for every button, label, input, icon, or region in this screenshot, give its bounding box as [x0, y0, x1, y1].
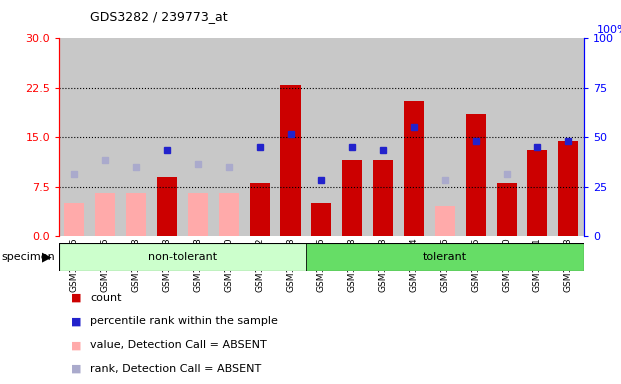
Bar	[527, 151, 548, 236]
Bar	[219, 193, 239, 236]
Bar	[435, 207, 455, 236]
Bar	[188, 193, 208, 236]
Bar	[65, 203, 84, 236]
Bar	[558, 141, 578, 236]
Text: count: count	[90, 293, 122, 303]
FancyBboxPatch shape	[306, 243, 584, 271]
Bar	[95, 193, 116, 236]
Bar	[281, 84, 301, 236]
Text: ■: ■	[71, 364, 82, 374]
Y-axis label: 100%: 100%	[597, 25, 621, 35]
Text: ■: ■	[71, 340, 82, 350]
Bar	[497, 184, 517, 236]
Bar	[404, 101, 424, 236]
Text: ▶: ▶	[42, 250, 52, 263]
Text: specimen: specimen	[1, 252, 55, 262]
Bar	[157, 177, 177, 236]
Bar	[311, 203, 332, 236]
Text: percentile rank within the sample: percentile rank within the sample	[90, 316, 278, 326]
Bar	[342, 161, 362, 236]
Bar	[126, 193, 146, 236]
Text: tolerant: tolerant	[423, 252, 467, 262]
Bar	[373, 161, 393, 236]
Bar	[250, 184, 270, 236]
Text: value, Detection Call = ABSENT: value, Detection Call = ABSENT	[90, 340, 267, 350]
Text: GDS3282 / 239773_at: GDS3282 / 239773_at	[90, 10, 228, 23]
Text: non-tolerant: non-tolerant	[148, 252, 217, 262]
Bar	[466, 114, 486, 236]
Text: ■: ■	[71, 293, 82, 303]
Text: rank, Detection Call = ABSENT: rank, Detection Call = ABSENT	[90, 364, 261, 374]
FancyBboxPatch shape	[59, 243, 306, 271]
Text: ■: ■	[71, 316, 82, 326]
